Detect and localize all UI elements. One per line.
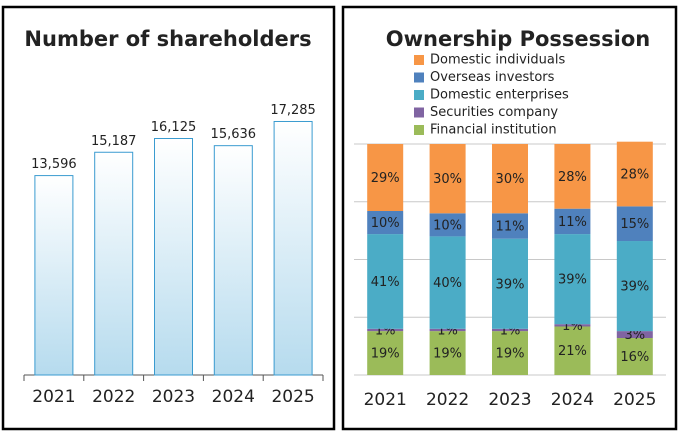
bar-segment xyxy=(492,144,528,214)
bar-segment xyxy=(554,208,591,235)
bar-segment xyxy=(429,236,466,329)
x-tick-label: 2025 xyxy=(613,390,656,410)
value-label: 19% xyxy=(433,347,462,362)
value-label: 10% xyxy=(433,218,462,233)
legend-label: Domestic individuals xyxy=(430,53,565,68)
bar-segment xyxy=(492,331,528,375)
value-label: 21% xyxy=(558,344,587,359)
value-label: 10% xyxy=(371,216,400,231)
legend-label: Domestic enterprises xyxy=(430,88,569,103)
panel xyxy=(341,5,678,431)
value-label: 3% xyxy=(624,328,645,343)
value-label: 28% xyxy=(558,170,587,185)
bar-segment xyxy=(616,241,653,332)
x-tick-label: 2024 xyxy=(551,390,594,410)
x-tick-label: 2024 xyxy=(212,387,255,407)
bar-segment xyxy=(554,324,591,327)
value-label: 16,125 xyxy=(151,120,197,135)
bar xyxy=(213,145,253,376)
bar-segment xyxy=(429,213,466,237)
bar-segment xyxy=(492,213,528,239)
x-tick-label: 2023 xyxy=(488,390,531,410)
value-label: 28% xyxy=(620,168,649,183)
value-label: 15,187 xyxy=(91,134,137,149)
legend-swatch xyxy=(414,107,424,118)
bar-segment xyxy=(367,328,404,332)
value-label: 13,596 xyxy=(31,157,77,172)
x-tick-label: 2022 xyxy=(426,390,469,410)
legend-swatch xyxy=(414,55,424,65)
value-label: 11% xyxy=(496,220,525,235)
value-label: 15% xyxy=(620,217,649,232)
bar-segment xyxy=(429,331,466,375)
bar xyxy=(34,175,74,376)
bar xyxy=(273,120,313,376)
legend-label: Overseas investors xyxy=(430,70,555,85)
legend-swatch xyxy=(414,125,424,135)
bar-segment xyxy=(367,331,404,375)
value-label: 41% xyxy=(371,275,400,290)
x-tick-label: 2023 xyxy=(152,387,195,407)
bar-segment xyxy=(554,326,591,375)
bar-segment xyxy=(367,234,404,329)
legend-label: Financial institution xyxy=(430,123,557,138)
bar-segment xyxy=(492,238,528,329)
bar-segment xyxy=(616,331,653,339)
bar xyxy=(154,138,193,376)
value-label: 39% xyxy=(620,280,649,295)
value-label: 30% xyxy=(433,172,462,187)
bar-segment xyxy=(492,328,528,332)
x-tick-label: 2021 xyxy=(364,390,407,410)
value-label: 17,285 xyxy=(270,103,316,118)
value-label: 39% xyxy=(558,273,587,288)
value-label: 19% xyxy=(371,347,400,362)
bar xyxy=(94,151,134,376)
x-tick-label: 2025 xyxy=(271,387,314,407)
value-label: 15,636 xyxy=(211,127,257,142)
bar-segment xyxy=(429,144,466,214)
legend-label: Securities company xyxy=(430,105,558,120)
legend-swatch xyxy=(414,72,424,83)
chart-title: Number of shareholders xyxy=(24,27,311,51)
x-tick-label: 2021 xyxy=(32,387,75,407)
chart-title: Ownership Possession xyxy=(386,27,650,51)
bar-segment xyxy=(554,234,591,325)
x-tick-label: 2022 xyxy=(92,387,135,407)
value-label: 19% xyxy=(496,347,525,362)
panel xyxy=(1,5,336,431)
bar-segment xyxy=(616,338,653,375)
value-label: 11% xyxy=(558,215,587,230)
bar-segment xyxy=(367,210,404,235)
bar-segment xyxy=(367,144,404,211)
value-label: 39% xyxy=(496,277,525,292)
bar-segment xyxy=(429,328,466,332)
value-label: 30% xyxy=(496,172,525,187)
bar-segment xyxy=(616,206,653,242)
bar-segment xyxy=(616,141,653,207)
legend-swatch xyxy=(414,90,424,100)
value-label: 16% xyxy=(620,350,649,365)
value-label: 40% xyxy=(433,276,462,291)
bar-segment xyxy=(554,144,591,209)
value-label: 29% xyxy=(371,171,400,186)
